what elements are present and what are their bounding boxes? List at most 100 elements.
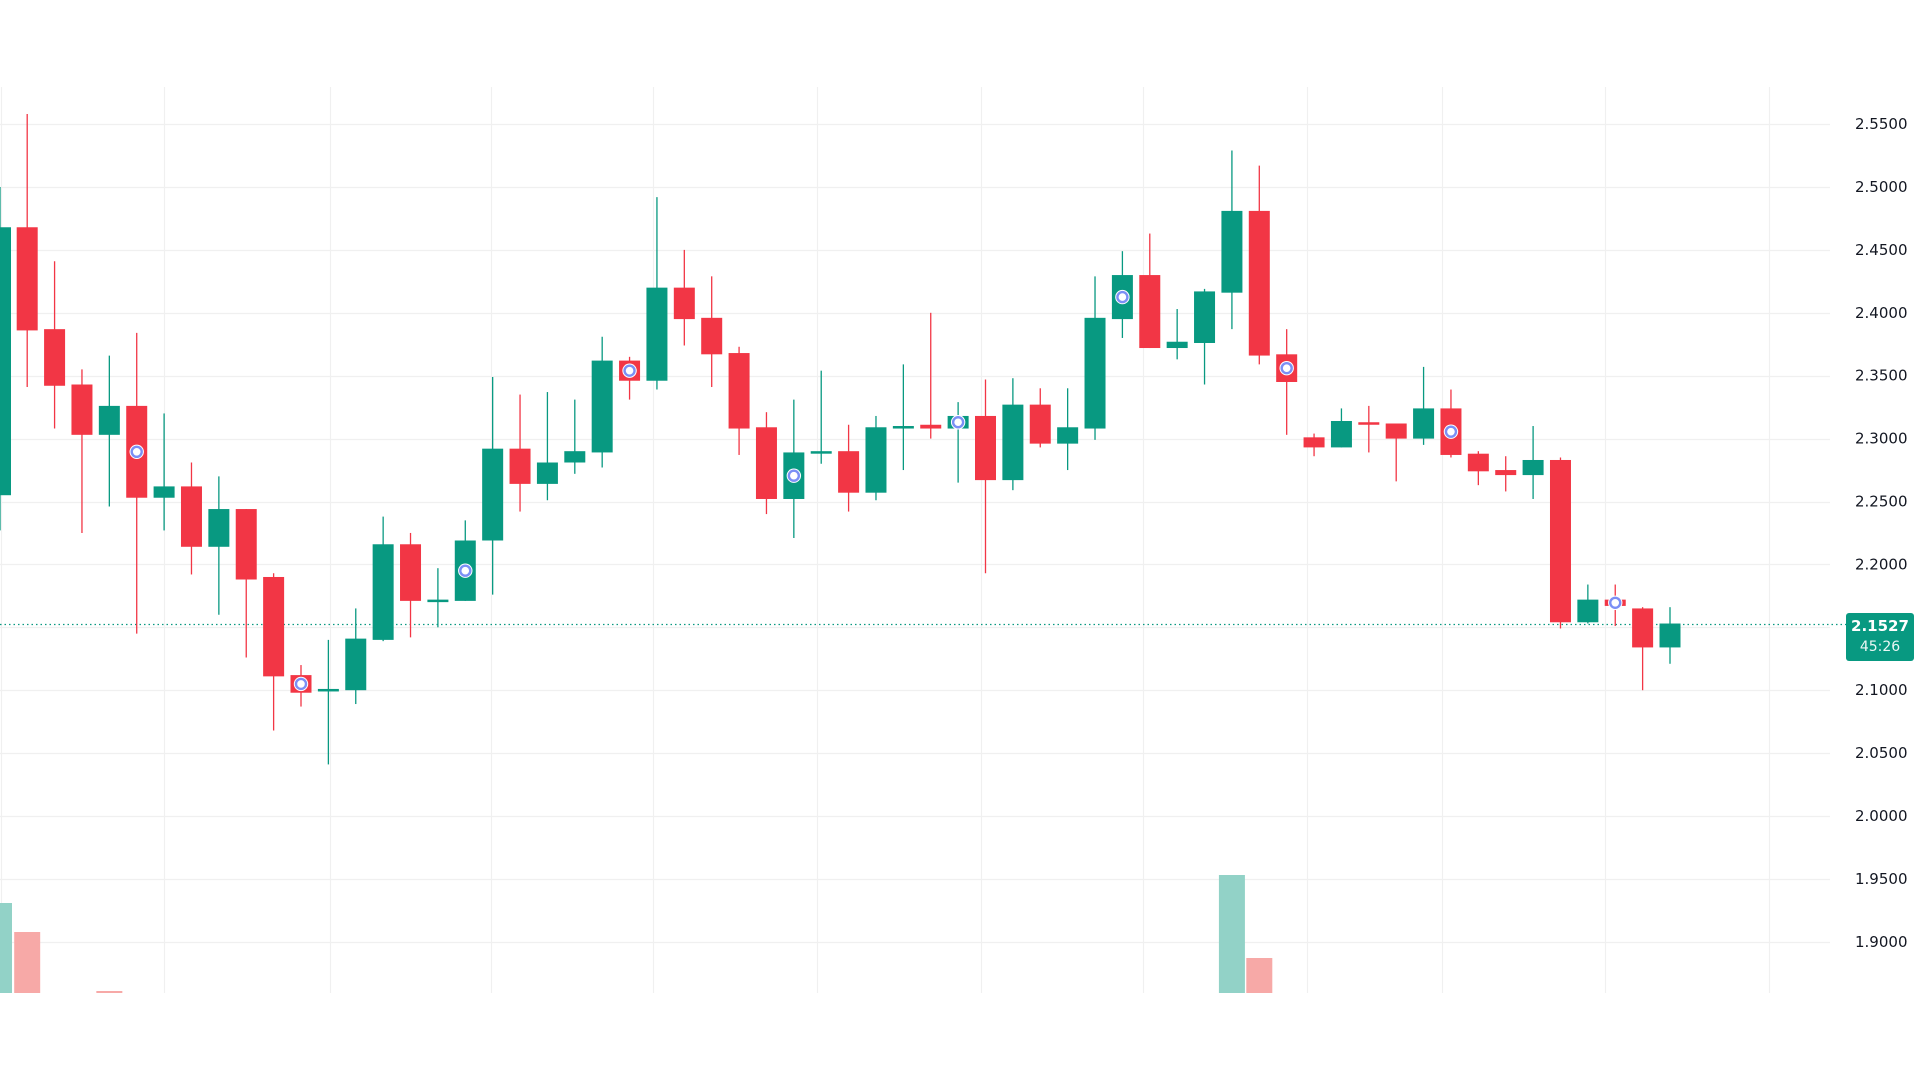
candle-body: [345, 638, 367, 691]
price-tick-label: 2.5500: [1855, 115, 1908, 133]
marker-ring: [1280, 361, 1293, 375]
candle: [619, 356, 641, 400]
candle-body: [482, 448, 504, 541]
candle: [1385, 423, 1407, 482]
candle-body: [920, 424, 942, 429]
candle-body: [1522, 459, 1544, 476]
candle-body: [1303, 437, 1325, 448]
candle: [673, 249, 695, 346]
event-marker-icon[interactable]: [293, 676, 309, 692]
candle-body: [1495, 470, 1517, 476]
candle-body: [0, 227, 11, 496]
event-marker-icon[interactable]: [622, 363, 637, 378]
candle: [372, 516, 394, 642]
candle-body: [1632, 608, 1654, 648]
event-marker-icon[interactable]: [950, 415, 966, 430]
candle-body: [1467, 453, 1489, 472]
candle: [1276, 329, 1298, 435]
event-marker-icon[interactable]: [129, 444, 144, 460]
last-price-badge: 2.1527 45:26: [1846, 613, 1914, 661]
candle: [263, 573, 285, 731]
candle-body: [44, 329, 66, 386]
candle-body: [865, 427, 887, 493]
candle: [701, 276, 723, 388]
candle-body: [1549, 459, 1571, 623]
candle: [1522, 426, 1544, 499]
price-tick-label: 2.3500: [1855, 367, 1908, 385]
candle: [126, 332, 148, 634]
candle: [208, 476, 230, 615]
price-tick-label: 2.1000: [1855, 681, 1908, 699]
marker-ring: [1116, 290, 1129, 304]
candle: [509, 394, 531, 512]
candle-body: [372, 544, 394, 640]
candle: [400, 532, 422, 638]
candle-body: [317, 688, 339, 692]
event-marker-icon[interactable]: [458, 563, 473, 578]
candle: [71, 369, 93, 533]
candle: [920, 312, 942, 439]
marker-ring: [294, 677, 308, 691]
candle: [1194, 288, 1216, 385]
candle-body: [71, 384, 93, 435]
candle: [591, 336, 613, 468]
candle-body: [509, 448, 531, 484]
candle: [564, 399, 586, 474]
marker-ring: [130, 445, 143, 459]
price-tick-label: 2.0000: [1855, 807, 1908, 825]
candle: [1413, 366, 1435, 445]
price-tick-label: 2.3000: [1855, 430, 1908, 448]
candle: [235, 509, 257, 658]
candle: [180, 462, 202, 575]
candle-body: [427, 599, 449, 603]
price-tick-label: 1.9000: [1855, 933, 1908, 951]
candle-body: [1385, 423, 1407, 439]
event-marker-icon[interactable]: [1443, 424, 1459, 439]
event-marker-icon[interactable]: [1279, 360, 1294, 376]
event-marker-icon[interactable]: [786, 468, 802, 483]
candle: [1002, 378, 1024, 491]
candle: [755, 412, 777, 515]
candle: [427, 568, 449, 628]
volume-bar: [0, 903, 12, 993]
candle: [1057, 388, 1079, 471]
candle: [1549, 457, 1571, 629]
candle: [1467, 451, 1489, 486]
last-price-value: 2.1527: [1851, 617, 1909, 635]
price-axis[interactable]: 2.5500 2.5000 2.4500 2.4000 2.3500 2.3000 2.25…: [1855, 115, 1908, 951]
candle: [947, 402, 969, 483]
volume-bar: [14, 932, 41, 993]
event-marker-icon[interactable]: [1608, 595, 1623, 610]
candle-body: [975, 415, 996, 481]
candle: [1440, 389, 1462, 458]
event-marker-icon[interactable]: [1115, 289, 1130, 305]
candle-body: [1194, 291, 1216, 343]
candle: [44, 261, 66, 429]
candle-body: [400, 544, 422, 601]
candle-body: [235, 509, 257, 580]
candle: [975, 379, 996, 574]
candle: [345, 608, 367, 705]
candles: [0, 114, 1681, 765]
candle-body: [1166, 341, 1188, 349]
candle: [1029, 388, 1051, 448]
candle-body: [1139, 275, 1161, 349]
candle-body: [728, 353, 750, 429]
marker-ring: [787, 469, 801, 482]
candle: [0, 187, 11, 531]
volume-bar: [1246, 958, 1273, 993]
volume-bars: [0, 875, 1273, 993]
event-markers: [129, 289, 1623, 692]
marker-ring: [459, 564, 472, 577]
candle: [1084, 276, 1106, 440]
candle: [892, 364, 914, 471]
candle-body: [892, 426, 914, 429]
candle-body: [1577, 599, 1599, 623]
candle: [1221, 150, 1243, 330]
candle: [482, 376, 504, 595]
candle: [1659, 607, 1681, 664]
marker-ring: [623, 364, 636, 377]
price-tick-label: 2.4000: [1855, 304, 1908, 322]
candle-body: [180, 486, 202, 547]
